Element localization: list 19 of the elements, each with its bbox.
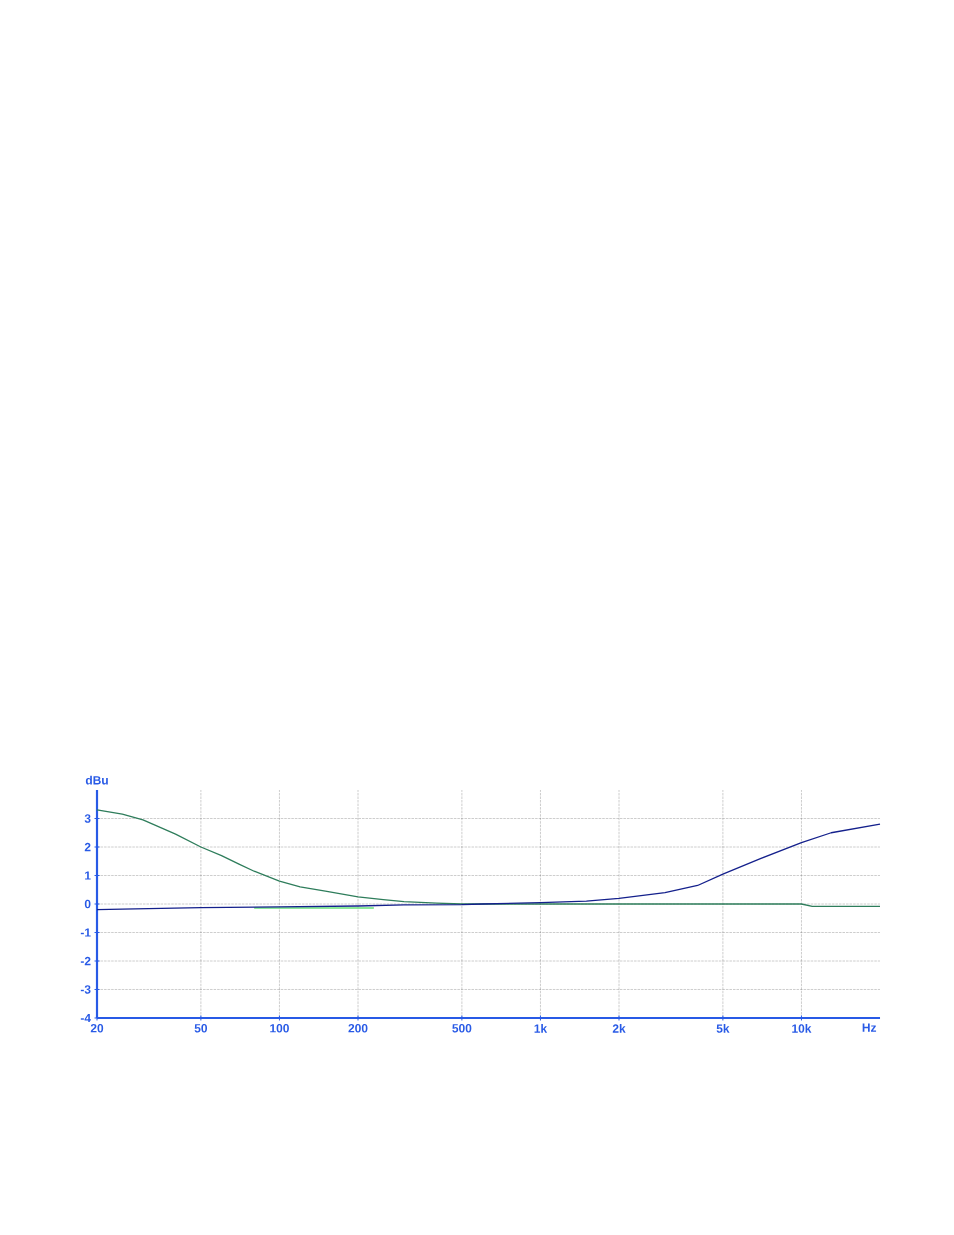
y-tick-label: -4 bbox=[80, 1013, 91, 1023]
y-tick-label: -1 bbox=[80, 928, 91, 937]
x-tick-label: 500 bbox=[452, 1024, 472, 1033]
x-tick-label: 5k bbox=[716, 1024, 730, 1033]
x-axis-title: Hz bbox=[862, 1023, 877, 1032]
y-tick-label: 1 bbox=[85, 871, 91, 880]
y-tick-label: 2 bbox=[84, 842, 91, 852]
x-tick-label: 200 bbox=[348, 1024, 368, 1033]
y-tick-label: 0 bbox=[84, 899, 91, 909]
y-tick-label: -3 bbox=[80, 985, 91, 994]
x-tick-label: 10k bbox=[792, 1024, 812, 1033]
x-tick-label: 20 bbox=[90, 1024, 104, 1033]
x-tick-label: 1k bbox=[534, 1024, 548, 1033]
y-axis-title: dBu bbox=[85, 775, 108, 785]
x-tick-label: 2k bbox=[612, 1024, 626, 1033]
y-tick-label: 3 bbox=[84, 814, 91, 823]
x-tick-label: 100 bbox=[270, 1024, 289, 1033]
y-tick-label: -2 bbox=[80, 956, 91, 966]
x-tick-label: 50 bbox=[194, 1024, 208, 1033]
